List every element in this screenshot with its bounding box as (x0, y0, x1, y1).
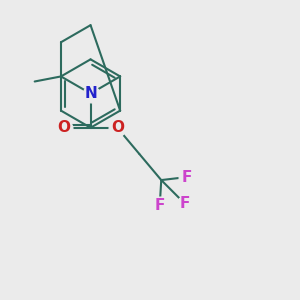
Text: F: F (180, 196, 190, 211)
Text: N: N (84, 86, 97, 101)
Text: F: F (154, 198, 165, 213)
Text: O: O (57, 120, 70, 135)
Text: F: F (181, 169, 192, 184)
Text: O: O (111, 120, 124, 135)
